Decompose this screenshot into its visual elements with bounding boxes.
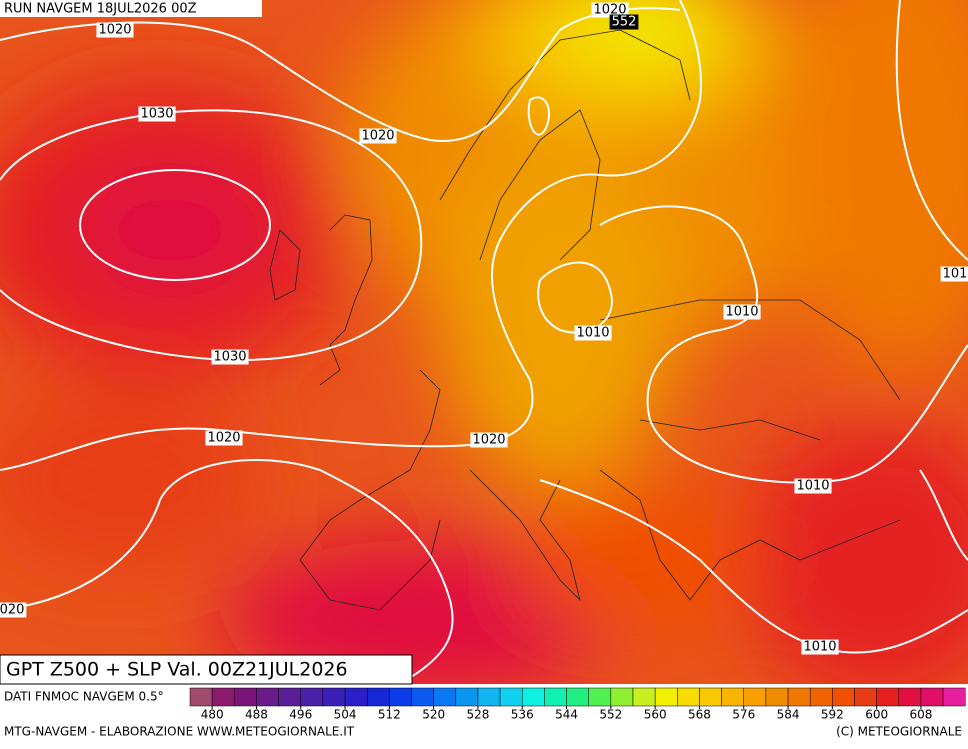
legend-swatch xyxy=(610,687,634,707)
legend-tick-label: 552 xyxy=(599,708,622,722)
legend-swatch xyxy=(544,687,567,707)
legend-swatch xyxy=(256,687,279,707)
legend-swatch xyxy=(499,687,523,707)
coastlines xyxy=(269,29,901,611)
legend-swatch xyxy=(898,687,922,707)
contour-label: 1020 xyxy=(593,3,626,18)
legend-swatch xyxy=(699,687,722,707)
legend-swatch xyxy=(189,687,213,707)
contour-label-box xyxy=(138,106,176,122)
legend-tick-label: 592 xyxy=(821,708,844,722)
map-title: GPT Z500 + SLP Val. 00Z21JUL2026 xyxy=(6,659,348,681)
contour-label-box xyxy=(0,602,27,618)
legend-swatch xyxy=(322,687,346,707)
legend-swatch xyxy=(632,687,656,707)
contour-label-box xyxy=(794,478,832,494)
legend-swatch xyxy=(942,687,966,707)
legend-swatch xyxy=(455,687,479,707)
legend-tick-label: 528 xyxy=(466,708,489,722)
contour-label: 1030 xyxy=(213,350,246,365)
legend-swatch xyxy=(677,687,700,707)
contour-label-box xyxy=(591,2,629,18)
contour-label-box xyxy=(723,304,761,320)
contour-label-box xyxy=(470,432,508,448)
legend-swatch xyxy=(278,687,302,707)
legend-tick-label: 584 xyxy=(777,708,800,722)
footer-left: MTG-NAVGEM - ELABORAZIONE WWW.METEOGIORN… xyxy=(4,725,355,739)
color-legend: 480 488 496 504 512 520 528 536 544 552 560 568 576 5… xyxy=(189,687,966,722)
legend-swatch xyxy=(832,687,855,707)
contour-label-box xyxy=(574,325,612,341)
legend-tick-label: 536 xyxy=(511,708,534,722)
run-label: RUN NAVGEM 18JUL2026 00Z xyxy=(4,2,197,17)
contour-label-box xyxy=(609,14,639,30)
legend-swatch xyxy=(588,687,612,707)
contour-label: 552 xyxy=(612,15,637,30)
legend-swatch xyxy=(477,687,501,707)
contour-label: 1020 xyxy=(361,129,394,144)
legend-swatch xyxy=(566,687,589,707)
contour-label: 020 xyxy=(0,603,24,618)
contour-label: 1010 xyxy=(803,640,836,655)
contour-label-box xyxy=(205,430,243,446)
legend-tick-label: 544 xyxy=(555,708,578,722)
contour-label: 1010 xyxy=(725,305,758,320)
contour-label-box xyxy=(940,266,968,282)
legend-swatch xyxy=(433,687,457,707)
footer-right: (C) METEOGIORNALE xyxy=(836,725,962,739)
legend-swatch xyxy=(765,687,789,707)
legend-tick-label: 520 xyxy=(422,708,445,722)
legend-swatch xyxy=(234,687,257,707)
height-field xyxy=(0,0,968,684)
contour-label: 101 xyxy=(943,267,968,282)
legend-swatch xyxy=(743,687,767,707)
legend-swatch xyxy=(787,687,811,707)
map-field xyxy=(0,0,968,684)
legend-swatch xyxy=(854,687,877,707)
legend-swatch xyxy=(366,687,390,707)
legend-swatch xyxy=(344,687,368,707)
legend-tick-label: 568 xyxy=(688,708,711,722)
legend-tick-label: 512 xyxy=(378,708,401,722)
legend-swatch xyxy=(522,687,545,707)
legend-tick-label: 608 xyxy=(909,708,932,722)
contour-label: 1030 xyxy=(140,107,173,122)
contour-label-box xyxy=(359,128,397,144)
contour-label: 1020 xyxy=(472,433,505,448)
legend-swatch xyxy=(654,687,678,707)
legend-swatch xyxy=(411,687,434,707)
legend-tick-label: 496 xyxy=(289,708,312,722)
contour-label: 1020 xyxy=(98,23,131,38)
legend-swatch xyxy=(721,687,744,707)
contour-label: 1020 xyxy=(207,431,240,446)
contour-label: 1010 xyxy=(796,479,829,494)
contour-label-box xyxy=(801,639,839,655)
legend-swatch xyxy=(920,687,944,707)
legend-tick-label: 504 xyxy=(334,708,357,722)
contour-label: 1010 xyxy=(576,326,609,341)
legend-swatch xyxy=(809,687,833,707)
legend-tick-label: 560 xyxy=(644,708,667,722)
legend-swatch xyxy=(876,687,900,707)
legend-swatch xyxy=(211,687,235,707)
run-box xyxy=(0,0,262,17)
legend-swatch xyxy=(389,687,412,707)
legend-tick-label: 488 xyxy=(245,708,268,722)
isobars xyxy=(0,0,968,684)
legend-tick-label: 600 xyxy=(865,708,888,722)
legend-swatch xyxy=(300,687,324,707)
legend-caption: DATI FNMOC NAVGEM 0.5° xyxy=(4,690,164,704)
legend-tick-label: 480 xyxy=(201,708,224,722)
contour-label-box xyxy=(211,349,249,365)
contour-label-box xyxy=(96,22,134,38)
title-box xyxy=(0,654,413,685)
legend-tick-label: 576 xyxy=(732,708,755,722)
